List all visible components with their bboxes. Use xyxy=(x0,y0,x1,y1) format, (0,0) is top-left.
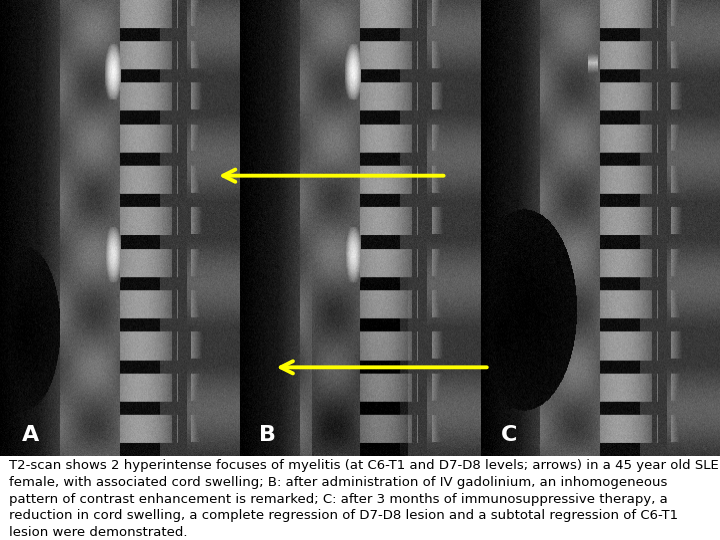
Text: A: A xyxy=(22,425,39,445)
Text: C: C xyxy=(500,425,517,445)
Text: T2-scan shows 2 hyperintense focuses of myelitis (at C6-T1 and D7-D8 levels; arr: T2-scan shows 2 hyperintense focuses of … xyxy=(9,459,719,539)
Text: B: B xyxy=(259,425,276,445)
